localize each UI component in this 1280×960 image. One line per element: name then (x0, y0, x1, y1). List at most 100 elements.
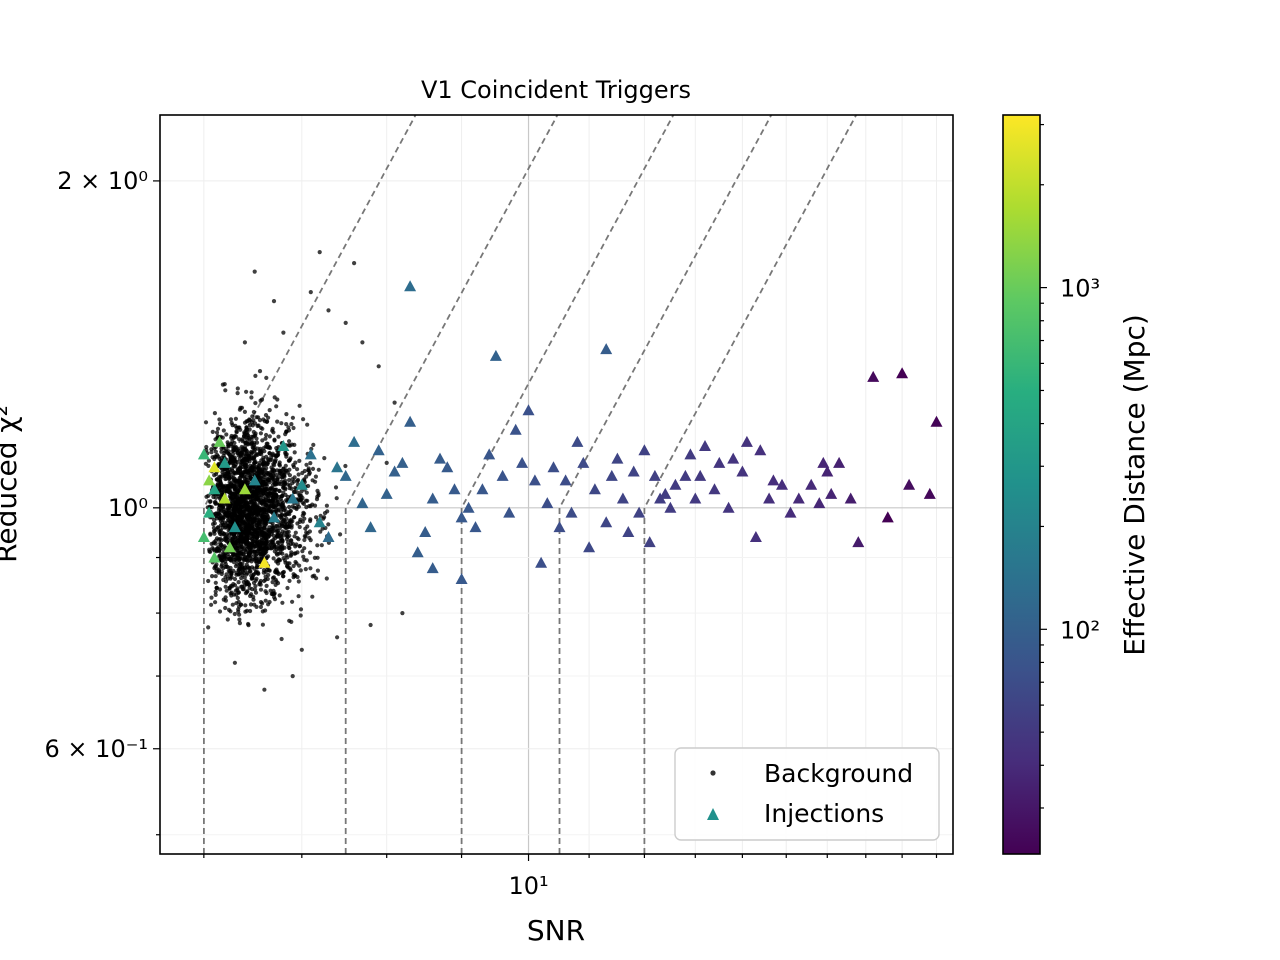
background-point (223, 564, 228, 570)
background-point (315, 568, 320, 573)
background-point (241, 539, 247, 544)
background-point (272, 437, 277, 442)
background-point (291, 563, 296, 569)
background-point (224, 535, 229, 540)
background-point (302, 468, 307, 474)
background-point (280, 600, 285, 605)
background-point (248, 602, 254, 607)
background-point (246, 566, 251, 571)
injection-point (426, 492, 439, 504)
background-point (301, 554, 306, 559)
background-point (289, 517, 294, 522)
background-point (283, 492, 288, 497)
background-point (217, 587, 223, 592)
background-point (231, 475, 236, 481)
background-point (279, 502, 284, 507)
background-point (243, 456, 248, 461)
background-point (281, 330, 286, 335)
background-point (284, 498, 289, 503)
background-point (222, 382, 227, 387)
background-point (229, 570, 234, 575)
legend-box (674, 747, 940, 841)
background-point (241, 496, 246, 501)
background-point (213, 592, 218, 598)
injection-point (404, 415, 417, 427)
background-point (253, 569, 259, 575)
injection-point (277, 440, 290, 451)
background-point (230, 460, 235, 465)
y-tick-label: 6 × 10⁻¹ (45, 735, 148, 763)
background-point (242, 506, 247, 511)
background-point (206, 625, 211, 630)
background-point (273, 568, 278, 573)
injection-point (565, 506, 578, 518)
background-point (255, 509, 260, 514)
background-point (246, 525, 251, 531)
background-point (262, 578, 267, 584)
background-point (214, 585, 219, 590)
background-point (270, 428, 275, 433)
background-point (294, 561, 299, 566)
background-point (232, 470, 237, 475)
injection-point (462, 501, 475, 513)
plot-frame (159, 114, 954, 855)
background-point (214, 477, 220, 482)
background-point (273, 487, 278, 492)
background-point (235, 386, 240, 391)
background-point (223, 579, 229, 584)
background-point (305, 422, 310, 427)
background-point (219, 562, 224, 567)
injection-point (197, 531, 210, 542)
background-point (249, 559, 254, 564)
background-point (261, 462, 266, 467)
background-point (213, 600, 218, 605)
background-point (217, 609, 223, 614)
background-point (218, 479, 223, 484)
injection-point (852, 536, 865, 548)
background-point (263, 598, 268, 603)
injection-point (553, 521, 566, 533)
background-point (292, 515, 297, 520)
background-point (212, 531, 217, 536)
background-point (275, 499, 280, 505)
background-point (208, 499, 213, 504)
background-point (233, 564, 238, 569)
background-point (324, 576, 329, 581)
background-point (285, 585, 290, 591)
injection-point (923, 487, 936, 499)
injection-point (213, 435, 226, 447)
background-point (237, 475, 242, 480)
background-point (261, 446, 266, 451)
background-point (278, 471, 283, 476)
background-point (272, 597, 278, 602)
background-point (266, 477, 272, 483)
injection-point (588, 483, 601, 495)
background-point (263, 550, 268, 556)
background-point (338, 532, 343, 537)
background-point (300, 549, 305, 554)
injection-point (489, 349, 502, 361)
injection-point (571, 435, 584, 447)
background-point (261, 545, 266, 550)
background-point (217, 421, 223, 426)
background-point (301, 417, 306, 422)
injection-point (441, 461, 454, 473)
background-point (258, 499, 263, 504)
background-point (248, 608, 253, 614)
background-point (204, 444, 209, 450)
background-point (400, 611, 405, 616)
injection-point (295, 478, 308, 490)
injection-point (713, 456, 726, 468)
background-point (253, 559, 258, 564)
background-point (235, 483, 240, 488)
background-point (316, 493, 321, 498)
background-point (262, 508, 267, 513)
background-point (308, 550, 313, 555)
injection-point (228, 521, 241, 533)
background-point (211, 522, 216, 527)
background-point (227, 490, 232, 495)
background-point (274, 503, 279, 508)
background-point (264, 482, 269, 487)
background-point (285, 530, 290, 535)
background-point (302, 537, 307, 543)
